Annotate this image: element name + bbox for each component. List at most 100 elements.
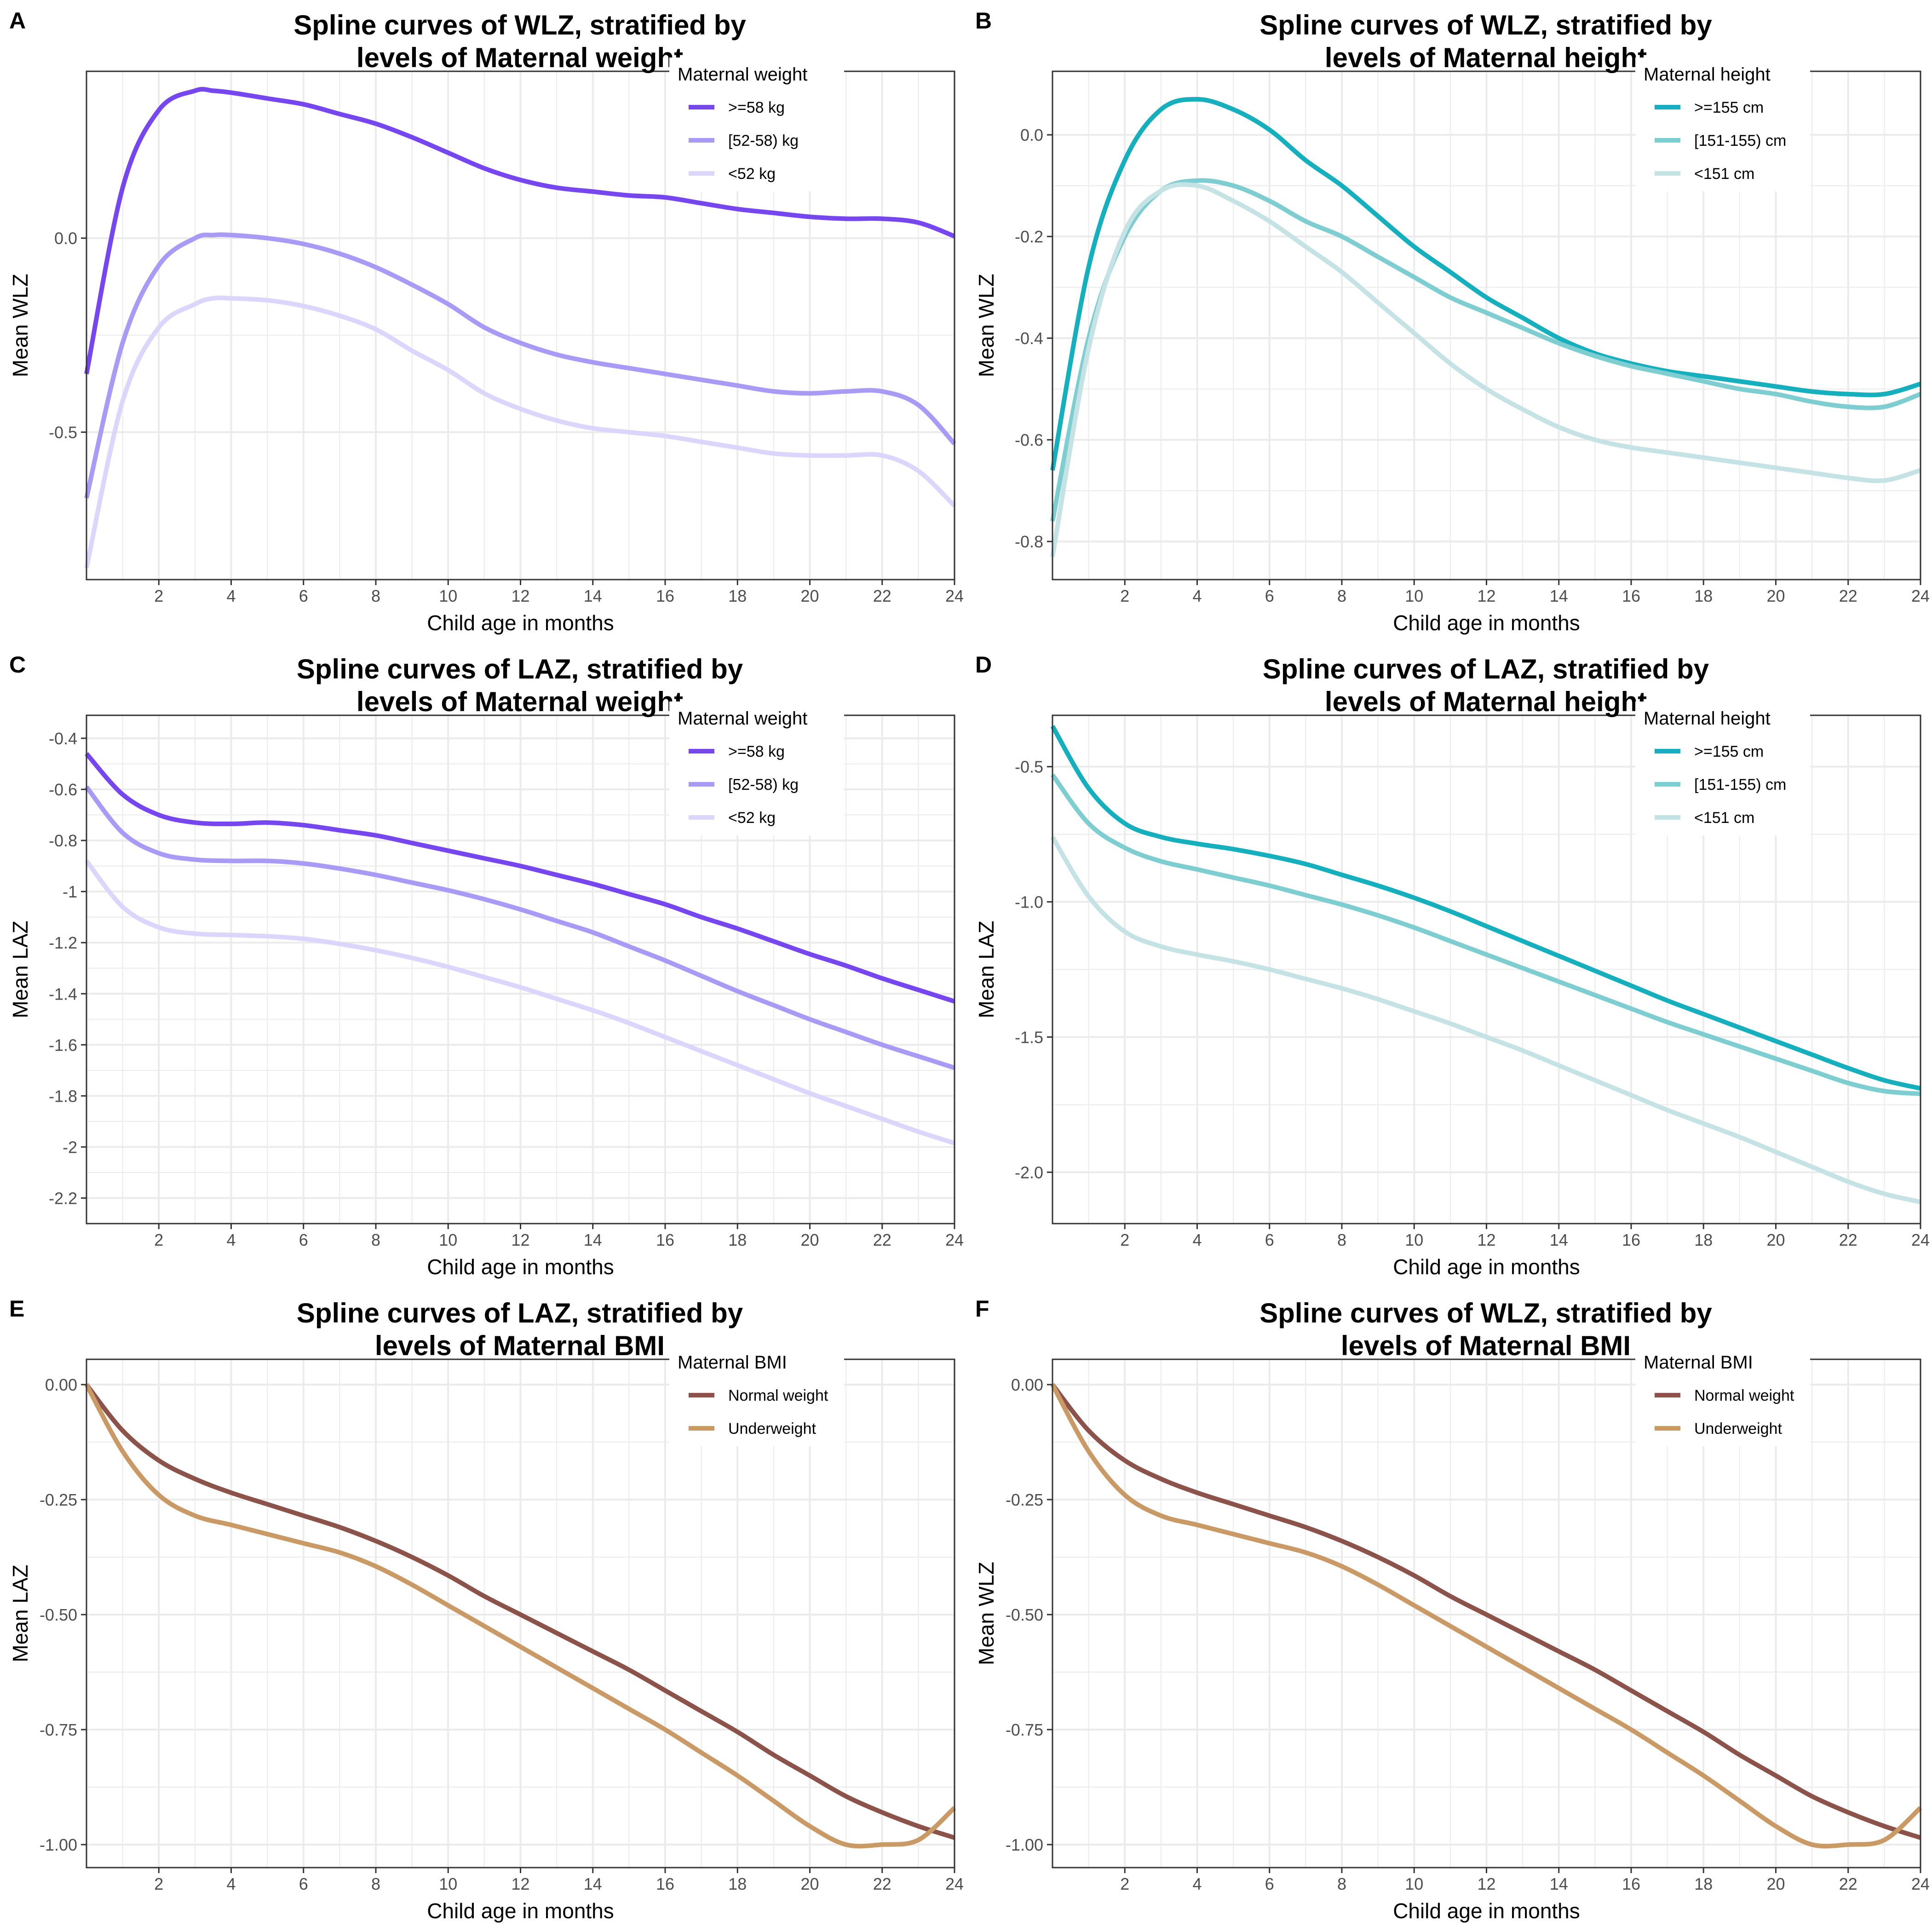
series-line-2 bbox=[1050, 835, 1921, 1204]
legend: Maternal weight >=58 kg [52-58) kg <52 kg bbox=[669, 58, 844, 191]
x-tick-label: 16 bbox=[1622, 1230, 1640, 1249]
x-tick-label: 8 bbox=[371, 1230, 380, 1249]
legend-label: >=155 cm bbox=[1694, 743, 1764, 760]
legend-label: Normal weight bbox=[728, 1387, 828, 1404]
x-tick-label: 6 bbox=[1265, 1230, 1274, 1249]
x-axis-title: Child age in months bbox=[427, 1255, 614, 1279]
chart-title-line-2: levels of Maternal weight bbox=[356, 42, 683, 73]
x-tick-label: 18 bbox=[1694, 1230, 1713, 1249]
x-tick-label: 4 bbox=[226, 1874, 236, 1893]
legend-label: Underweight bbox=[1694, 1420, 1782, 1438]
x-tick-label: 12 bbox=[1477, 1874, 1495, 1893]
x-tick-label: 16 bbox=[656, 1874, 674, 1893]
grid bbox=[1052, 1359, 1921, 1868]
legend-label: [151-155) cm bbox=[1694, 776, 1786, 794]
x-tick-label: 16 bbox=[656, 1230, 674, 1249]
legend-box bbox=[669, 702, 844, 835]
legend-label: <52 kg bbox=[728, 165, 776, 183]
x-tick-label: 14 bbox=[1550, 586, 1568, 605]
x-tick-label: 22 bbox=[873, 586, 891, 605]
y-tick-label: -2.0 bbox=[1015, 1163, 1043, 1182]
x-tick-label: 20 bbox=[1766, 1230, 1785, 1249]
y-tick-label: -0.6 bbox=[1015, 431, 1043, 449]
x-tick-label: 24 bbox=[945, 1230, 964, 1249]
series-line-0 bbox=[1050, 97, 1921, 471]
x-tick-label: 20 bbox=[800, 1874, 819, 1893]
x-tick-label: 2 bbox=[1120, 1874, 1129, 1893]
y-tick-label: -1.4 bbox=[49, 984, 77, 1003]
x-tick-label: 2 bbox=[154, 1230, 163, 1249]
grid bbox=[1052, 71, 1921, 580]
x-tick-label: 18 bbox=[728, 586, 747, 605]
y-axis-title: Mean WLZ bbox=[974, 274, 998, 377]
x-tick-label: 22 bbox=[1839, 1874, 1857, 1893]
legend-label: [52-58) kg bbox=[728, 776, 799, 794]
x-tick-label: 14 bbox=[584, 586, 602, 605]
x-tick-label: 20 bbox=[1766, 1874, 1785, 1893]
x-tick-label: 20 bbox=[1766, 586, 1785, 605]
chart-title-line-2: levels of Maternal BMI bbox=[375, 1330, 665, 1361]
series-line-0 bbox=[1051, 1383, 1921, 1840]
y-axis-title: Mean LAZ bbox=[974, 920, 998, 1018]
x-tick-label: 8 bbox=[1337, 586, 1346, 605]
x-tick-label: 6 bbox=[299, 1230, 308, 1249]
chart-title-line-1: Spline curves of WLZ, stratified by bbox=[1259, 10, 1712, 40]
y-tick-label: 0.00 bbox=[1011, 1375, 1043, 1394]
series-line-0 bbox=[85, 752, 955, 1004]
chart-title-line-1: Spline curves of LAZ, stratified by bbox=[297, 1298, 743, 1328]
x-tick-label: 8 bbox=[371, 586, 380, 605]
y-tick-label: -1 bbox=[63, 882, 77, 901]
x-tick-label: 2 bbox=[154, 586, 163, 605]
legend-label: <52 kg bbox=[728, 809, 776, 827]
x-tick-label: 6 bbox=[299, 586, 308, 605]
y-axis-title: Mean LAZ bbox=[8, 1564, 32, 1662]
y-tick-label: -0.75 bbox=[40, 1720, 77, 1739]
chart-title-line-2: levels of Maternal height bbox=[1325, 686, 1647, 717]
legend-box bbox=[669, 58, 844, 191]
chart-title-line-2: levels of Maternal weight bbox=[356, 686, 683, 717]
x-tick-label: 10 bbox=[1405, 586, 1423, 605]
x-tick-label: 20 bbox=[800, 586, 819, 605]
series-line-1 bbox=[1050, 1383, 1922, 1849]
x-tick-label: 8 bbox=[371, 1874, 380, 1893]
x-tick-label: 24 bbox=[1911, 1874, 1930, 1893]
legend-title: Maternal BMI bbox=[1644, 1352, 1753, 1373]
series-line-2 bbox=[85, 859, 955, 1145]
chart-title-line-1: Spline curves of LAZ, stratified by bbox=[1263, 654, 1709, 684]
x-tick-label: 20 bbox=[800, 1230, 819, 1249]
x-tick-label: 24 bbox=[945, 586, 964, 605]
y-tick-label: -1.2 bbox=[49, 933, 77, 952]
y-tick-label: -1.00 bbox=[1006, 1835, 1043, 1854]
series-line-0 bbox=[85, 1383, 955, 1840]
y-tick-label: -0.50 bbox=[40, 1605, 77, 1624]
x-tick-label: 2 bbox=[1120, 1230, 1129, 1249]
legend-label: [151-155) cm bbox=[1694, 132, 1786, 150]
chart-panel-c: 2 4 6 8 10 12 14 16 18 20 22 24-0.4-0.6-0.8-1-1.2-1… bbox=[8, 652, 964, 1279]
legend-label: Underweight bbox=[728, 1420, 816, 1438]
series-line-1 bbox=[85, 785, 955, 1070]
chart-title-line-1: Spline curves of WLZ, stratified by bbox=[293, 10, 746, 40]
chart-title-line-2: levels of Maternal height bbox=[1325, 42, 1647, 73]
series-line-2 bbox=[84, 295, 956, 569]
x-tick-label: 4 bbox=[226, 1230, 236, 1249]
series-line-1 bbox=[84, 1383, 956, 1849]
legend-label: >=58 kg bbox=[728, 99, 785, 116]
y-tick-label: -0.5 bbox=[1015, 758, 1043, 776]
x-axis-title: Child age in months bbox=[1393, 1255, 1580, 1279]
y-tick-label: -1.8 bbox=[49, 1087, 77, 1105]
x-tick-label: 12 bbox=[511, 1874, 529, 1893]
y-tick-label: -0.8 bbox=[1015, 532, 1043, 551]
legend: Maternal height >=155 cm [151-155) cm <151 … bbox=[1635, 58, 1810, 191]
x-tick-label: 18 bbox=[1694, 586, 1713, 605]
x-tick-label: 18 bbox=[1694, 1874, 1713, 1893]
x-tick-label: 22 bbox=[1839, 1230, 1857, 1249]
y-tick-label: -1.6 bbox=[49, 1035, 77, 1054]
x-tick-label: 12 bbox=[1477, 586, 1495, 605]
x-tick-label: 4 bbox=[1192, 1230, 1202, 1249]
panel-letter: E bbox=[9, 1296, 24, 1322]
x-tick-label: 10 bbox=[439, 1874, 457, 1893]
panel-letter: F bbox=[975, 1296, 989, 1322]
panel-letter: C bbox=[9, 652, 26, 678]
panel-letter: B bbox=[975, 8, 992, 34]
x-tick-label: 22 bbox=[873, 1230, 891, 1249]
